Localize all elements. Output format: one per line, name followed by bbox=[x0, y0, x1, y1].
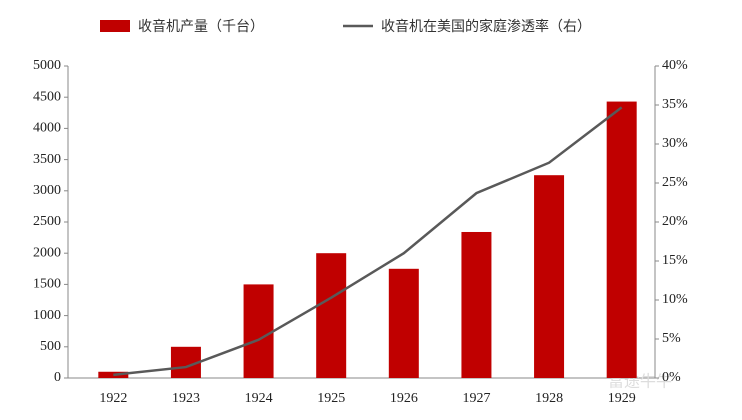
x-tick-label: 1929 bbox=[608, 391, 636, 406]
y-tick-label: 2500 bbox=[33, 214, 61, 229]
bar bbox=[606, 101, 637, 379]
y-tick-label: 3500 bbox=[33, 152, 61, 167]
bar bbox=[243, 284, 274, 378]
legend-swatch bbox=[100, 20, 130, 32]
y2-tick-label: 15% bbox=[662, 253, 688, 268]
bar bbox=[388, 268, 419, 378]
legend-label: 收音机在美国的家庭渗透率（右） bbox=[381, 18, 591, 35]
y-tick-label: 0 bbox=[54, 370, 61, 385]
y-tick-label: 500 bbox=[40, 339, 61, 354]
y2-tick-label: 30% bbox=[662, 136, 688, 151]
y2-tick-label: 20% bbox=[662, 214, 688, 229]
x-tick-label: 1925 bbox=[317, 391, 345, 406]
x-tick-label: 1928 bbox=[535, 391, 563, 406]
x-tick-label: 1922 bbox=[99, 391, 127, 406]
y-tick-label: 3000 bbox=[33, 183, 61, 198]
bar bbox=[534, 175, 565, 378]
y-tick-label: 2000 bbox=[33, 245, 61, 260]
line bbox=[113, 106, 623, 377]
legend-label: 收音机产量（千台） bbox=[138, 18, 264, 35]
y2-tick-label: 40% bbox=[662, 58, 688, 73]
y2-tick-label: 0% bbox=[662, 370, 681, 385]
x-tick-label: 1927 bbox=[462, 391, 490, 406]
y-tick-label: 1000 bbox=[33, 308, 61, 323]
y-tick-label: 1500 bbox=[33, 277, 61, 292]
y-tick-label: 4000 bbox=[33, 121, 61, 136]
bar bbox=[461, 231, 492, 378]
y2-tick-label: 5% bbox=[662, 331, 681, 346]
x-tick-label: 1924 bbox=[245, 391, 273, 406]
bar bbox=[316, 253, 347, 378]
y-tick-label: 4500 bbox=[33, 89, 61, 104]
y2-tick-label: 10% bbox=[662, 292, 688, 307]
y2-tick-label: 25% bbox=[662, 175, 688, 190]
y-tick-label: 5000 bbox=[33, 58, 61, 73]
y2-tick-label: 35% bbox=[662, 97, 688, 112]
x-tick-label: 1926 bbox=[390, 391, 418, 406]
x-tick-label: 1923 bbox=[172, 391, 200, 406]
